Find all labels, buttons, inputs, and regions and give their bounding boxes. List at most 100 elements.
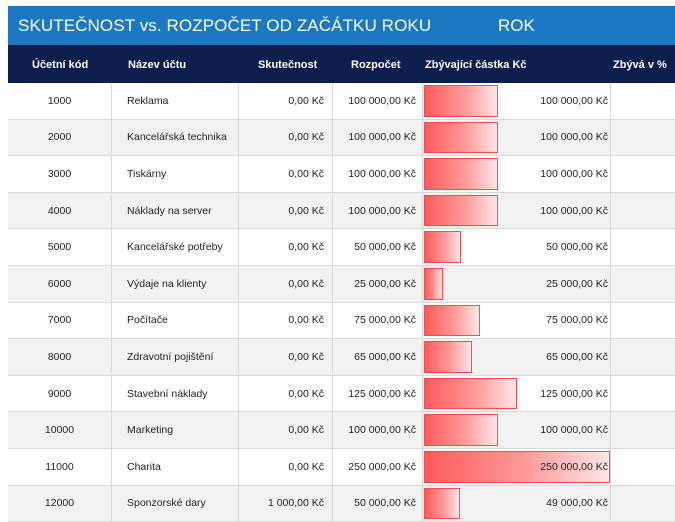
cell-percent[interactable] [611, 339, 675, 375]
cell-remaining[interactable]: 125 000,00 Kč [423, 375, 611, 412]
cell-account-code[interactable]: 7000 [8, 302, 112, 339]
cell-account-name[interactable]: Počítače [112, 302, 239, 339]
cell-budget[interactable]: 100 000,00 Kč [333, 156, 423, 192]
cell-remaining[interactable]: 250 000,00 Kč [423, 448, 611, 485]
table-row[interactable]: 11000 Charita 0,00 Kč 250 000,00 Kč 250 000,… [8, 448, 675, 486]
cell-account-code[interactable]: 9000 [8, 375, 112, 412]
cell-remaining[interactable]: 100 000,00 Kč [423, 192, 611, 229]
cell-actual[interactable]: 0,00 Kč [239, 192, 333, 229]
cell-account-name[interactable]: Výdaje na klienty [112, 265, 239, 302]
account-code: 10000 [44, 424, 75, 437]
cell-budget[interactable]: 125 000,00 Kč [333, 375, 423, 412]
cell-actual[interactable]: 0,00 Kč [239, 156, 333, 192]
cell-budget[interactable]: 25 000,00 Kč [333, 265, 423, 302]
cell-percent[interactable] [611, 376, 675, 412]
actual-amount: 0,00 Kč [288, 167, 324, 180]
budget-amount: 100 000,00 Kč [348, 94, 416, 107]
table-row[interactable]: 8000 Zdravotní pojištění 0,00 Kč 65 000,00 … [8, 339, 675, 376]
account-name: Reklama [127, 94, 169, 107]
cell-account-name[interactable]: Kancelářské potřeby [112, 229, 239, 265]
table-row[interactable]: 12000 Sponzorské dary 1 000,00 Kč 50 000,00… [8, 485, 675, 522]
cell-actual[interactable]: 1 000,00 Kč [239, 485, 333, 522]
cell-budget[interactable]: 100 000,00 Kč [333, 119, 423, 156]
cell-account-code[interactable]: 4000 [8, 192, 112, 229]
cell-remaining[interactable]: 50 000,00 Kč [423, 229, 611, 265]
cell-percent[interactable] [611, 120, 675, 156]
cell-actual[interactable]: 0,00 Kč [239, 448, 333, 485]
cell-percent[interactable] [611, 266, 675, 302]
cell-percent[interactable] [611, 156, 675, 192]
cell-remaining[interactable]: 49 000,00 Kč [423, 485, 611, 522]
remaining-amount: 50 000,00 Kč [546, 241, 608, 254]
report-period[interactable]: ROK [498, 16, 535, 35]
header-name[interactable]: Název účtu [128, 59, 187, 71]
cell-account-code[interactable]: 11000 [8, 448, 112, 485]
table-row[interactable]: 10000 Marketing 0,00 Kč 100 000,00 Kč 100 00… [8, 412, 675, 449]
cell-actual[interactable]: 0,00 Kč [239, 375, 333, 412]
cell-remaining[interactable]: 65 000,00 Kč [423, 339, 611, 375]
cell-remaining[interactable]: 100 000,00 Kč [423, 156, 611, 192]
cell-account-name[interactable]: Náklady na server [112, 192, 239, 229]
cell-percent[interactable] [611, 193, 675, 229]
cell-budget[interactable]: 100 000,00 Kč [333, 192, 423, 229]
cell-percent[interactable] [611, 229, 675, 265]
budget-amount: 100 000,00 Kč [348, 167, 416, 180]
cell-budget[interactable]: 75 000,00 Kč [333, 302, 423, 339]
cell-account-name[interactable]: Charita [112, 448, 239, 485]
cell-actual[interactable]: 0,00 Kč [239, 302, 333, 339]
cell-account-code[interactable]: 2000 [8, 119, 112, 156]
header-percent[interactable]: Zbývá v % [613, 59, 667, 71]
account-name: Náklady na server [127, 204, 212, 217]
table-row[interactable]: 4000 Náklady na server 0,00 Kč 100 000,00 K… [8, 192, 675, 230]
header-budget[interactable]: Rozpočet [351, 59, 401, 71]
cell-percent[interactable] [611, 449, 675, 485]
table-row[interactable]: 3000 Tiskárny 0,00 Kč 100 000,00 Kč 100 000,… [8, 156, 675, 193]
cell-actual[interactable]: 0,00 Kč [239, 339, 333, 375]
cell-account-code[interactable]: 1000 [8, 83, 112, 119]
table-row[interactable]: 5000 Kancelářské potřeby 0,00 Kč 50 000,00 … [8, 229, 675, 266]
cell-account-code[interactable]: 12000 [8, 485, 112, 522]
table-row[interactable]: 1000 Reklama 0,00 Kč 100 000,00 Kč 100 000,0… [8, 83, 675, 120]
table-row[interactable]: 7000 Počítače 0,00 Kč 75 000,00 Kč 75 000,00… [8, 302, 675, 340]
cell-budget[interactable]: 50 000,00 Kč [333, 229, 423, 265]
cell-percent[interactable] [611, 412, 675, 448]
header-code[interactable]: Účetní kód [32, 59, 89, 71]
cell-percent[interactable] [611, 486, 675, 522]
cell-remaining[interactable]: 100 000,00 Kč [423, 412, 611, 448]
cell-actual[interactable]: 0,00 Kč [239, 265, 333, 302]
cell-account-code[interactable]: 6000 [8, 265, 112, 302]
budget-amount: 100 000,00 Kč [348, 204, 416, 217]
cell-account-code[interactable]: 8000 [8, 339, 112, 375]
cell-budget[interactable]: 100 000,00 Kč [333, 412, 423, 448]
cell-actual[interactable]: 0,00 Kč [239, 119, 333, 156]
cell-remaining[interactable]: 25 000,00 Kč [423, 265, 611, 302]
cell-remaining[interactable]: 75 000,00 Kč [423, 302, 611, 339]
cell-percent[interactable] [611, 303, 675, 339]
cell-account-code[interactable]: 3000 [8, 156, 112, 192]
table-row[interactable]: 9000 Stavební náklady 0,00 Kč 125 000,00 Kč… [8, 375, 675, 413]
table-row[interactable]: 2000 Kancelářská technika 0,00 Kč 100 000,0… [8, 119, 675, 157]
cell-remaining[interactable]: 100 000,00 Kč [423, 83, 611, 119]
cell-account-name[interactable]: Zdravotní pojištění [112, 339, 239, 375]
cell-budget[interactable]: 65 000,00 Kč [333, 339, 423, 375]
cell-account-code[interactable]: 10000 [8, 412, 112, 448]
header-remaining[interactable]: Zbývající částka Kč [425, 59, 527, 71]
cell-account-code[interactable]: 5000 [8, 229, 112, 265]
cell-budget[interactable]: 100 000,00 Kč [333, 83, 423, 119]
budget-amount: 100 000,00 Kč [348, 424, 416, 437]
cell-account-name[interactable]: Kancelářská technika [112, 119, 239, 156]
cell-account-name[interactable]: Sponzorské dary [112, 485, 239, 522]
cell-account-name[interactable]: Reklama [112, 83, 239, 119]
cell-percent[interactable] [611, 83, 675, 119]
header-actual[interactable]: Skutečnost [258, 59, 318, 71]
cell-budget[interactable]: 50 000,00 Kč [333, 485, 423, 522]
cell-remaining[interactable]: 100 000,00 Kč [423, 119, 611, 156]
cell-actual[interactable]: 0,00 Kč [239, 83, 333, 119]
cell-budget[interactable]: 250 000,00 Kč [333, 448, 423, 485]
cell-account-name[interactable]: Marketing [112, 412, 239, 448]
cell-account-name[interactable]: Tiskárny [112, 156, 239, 192]
cell-account-name[interactable]: Stavební náklady [112, 375, 239, 412]
cell-actual[interactable]: 0,00 Kč [239, 229, 333, 265]
table-row[interactable]: 6000 Výdaje na klienty 0,00 Kč 25 000,00 Kč… [8, 265, 675, 303]
cell-actual[interactable]: 0,00 Kč [239, 412, 333, 448]
